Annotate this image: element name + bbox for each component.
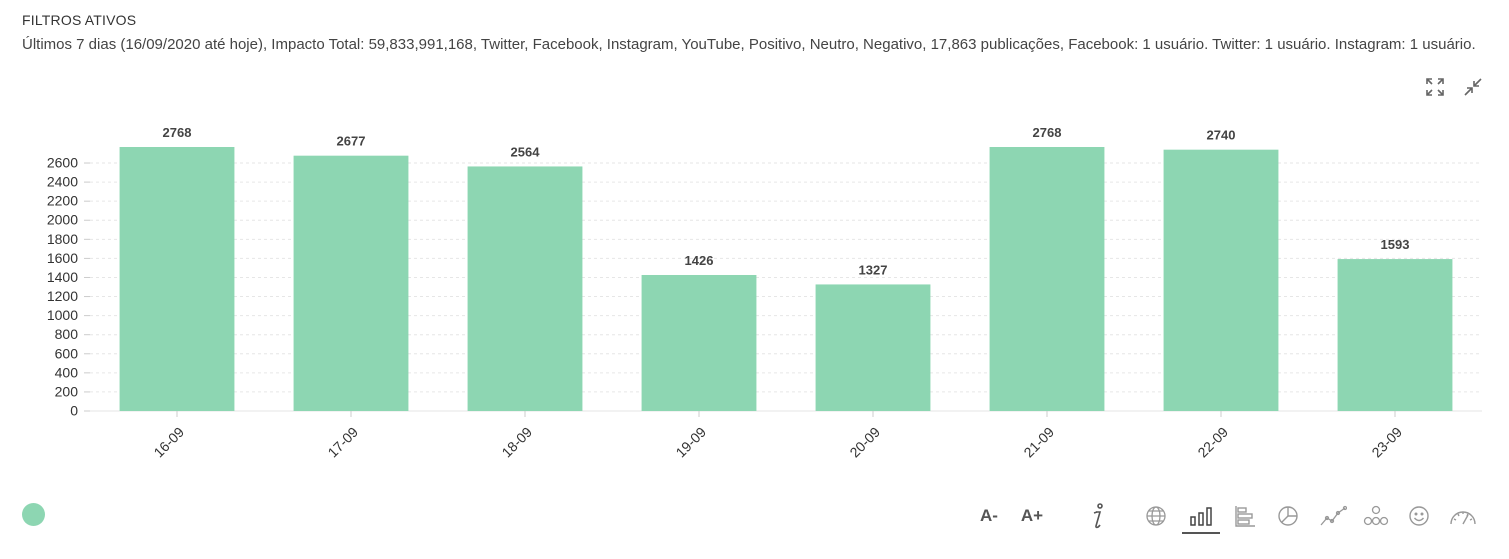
data-label: 1327 <box>859 262 888 277</box>
data-label: 1426 <box>685 253 714 268</box>
data-label: 1593 <box>1381 237 1410 252</box>
x-tick-label: 18-09 <box>498 424 535 461</box>
horizontal-bar-chart-icon[interactable] <box>1232 500 1258 532</box>
y-tick-label: 800 <box>55 326 79 342</box>
y-tick-label: 2400 <box>47 174 78 190</box>
gauge-icon[interactable] <box>1446 500 1480 532</box>
y-tick-label: 400 <box>55 364 79 380</box>
y-tick-label: 1400 <box>47 269 78 285</box>
y-tick-label: 2000 <box>47 212 78 228</box>
font-increase-label: A+ <box>1020 506 1044 525</box>
font-decrease-button[interactable]: A- <box>974 500 1004 532</box>
y-tick-label: 1000 <box>47 307 78 323</box>
expand-icon[interactable] <box>1424 76 1446 98</box>
info-icon[interactable] <box>1085 500 1109 532</box>
data-label: 2564 <box>511 144 541 159</box>
bar[interactable] <box>1163 149 1279 411</box>
sentiment-icon[interactable] <box>1406 500 1432 532</box>
x-tick-label: 16-09 <box>150 424 187 461</box>
y-tick-label: 1800 <box>47 231 78 247</box>
font-decrease-label: A- <box>980 506 998 525</box>
data-label: 2740 <box>1207 128 1236 143</box>
y-axis: 0 200 400 600 800 1000 1200 1400 1600 1800 2000 220… <box>47 155 90 419</box>
pie-chart-icon[interactable] <box>1275 500 1301 532</box>
font-increase-button[interactable]: A+ <box>1016 500 1048 532</box>
chart-toolbar: A- A+ <box>0 500 1509 534</box>
bar-chart: 0 200 400 600 800 1000 1200 1400 1600 1800 2000 220… <box>47 125 1482 460</box>
filters-description: Últimos 7 dias (16/09/2020 até hoje), Im… <box>22 36 1476 53</box>
y-tick-label: 600 <box>55 345 79 361</box>
globe-icon[interactable] <box>1143 500 1169 532</box>
x-tick-label: 22-09 <box>1194 424 1231 461</box>
bar[interactable] <box>1337 259 1453 411</box>
x-tick-label: 20-09 <box>846 424 883 461</box>
bar[interactable] <box>467 166 583 411</box>
bar[interactable] <box>119 147 235 411</box>
bar[interactable] <box>641 274 757 411</box>
line-chart-icon[interactable] <box>1318 500 1348 532</box>
x-tick-label: 21-09 <box>1020 424 1057 461</box>
bar[interactable] <box>989 147 1105 411</box>
y-tick-label: 0 <box>70 403 78 419</box>
data-label: 2768 <box>163 125 192 140</box>
x-tick-label: 23-09 <box>1368 424 1405 461</box>
x-tick-label: 17-09 <box>324 424 361 461</box>
y-tick-label: 2600 <box>47 155 78 171</box>
y-tick-label: 1200 <box>47 288 78 304</box>
y-tick-label: 2200 <box>47 193 78 209</box>
x-axis: 16-09 17-09 18-09 19-09 20-09 21-09 22-09 23-09 <box>150 411 1405 460</box>
data-labels: 2768 2677 2564 1426 1327 2768 2740 1593 <box>163 125 1410 277</box>
bar[interactable] <box>815 284 931 411</box>
data-label: 2677 <box>337 134 366 149</box>
bar[interactable] <box>293 155 409 411</box>
y-tick-label: 200 <box>55 383 79 399</box>
network-icon[interactable] <box>1362 500 1390 532</box>
collapse-icon[interactable] <box>1462 76 1484 98</box>
bars <box>119 147 1453 411</box>
y-tick-label: 1600 <box>47 250 78 266</box>
color-picker-dot[interactable] <box>22 503 45 526</box>
x-tick-label: 19-09 <box>672 424 709 461</box>
filters-title: FILTROS ATIVOS <box>22 12 137 28</box>
data-label: 2768 <box>1033 125 1062 140</box>
bar-chart-icon[interactable] <box>1182 500 1220 534</box>
